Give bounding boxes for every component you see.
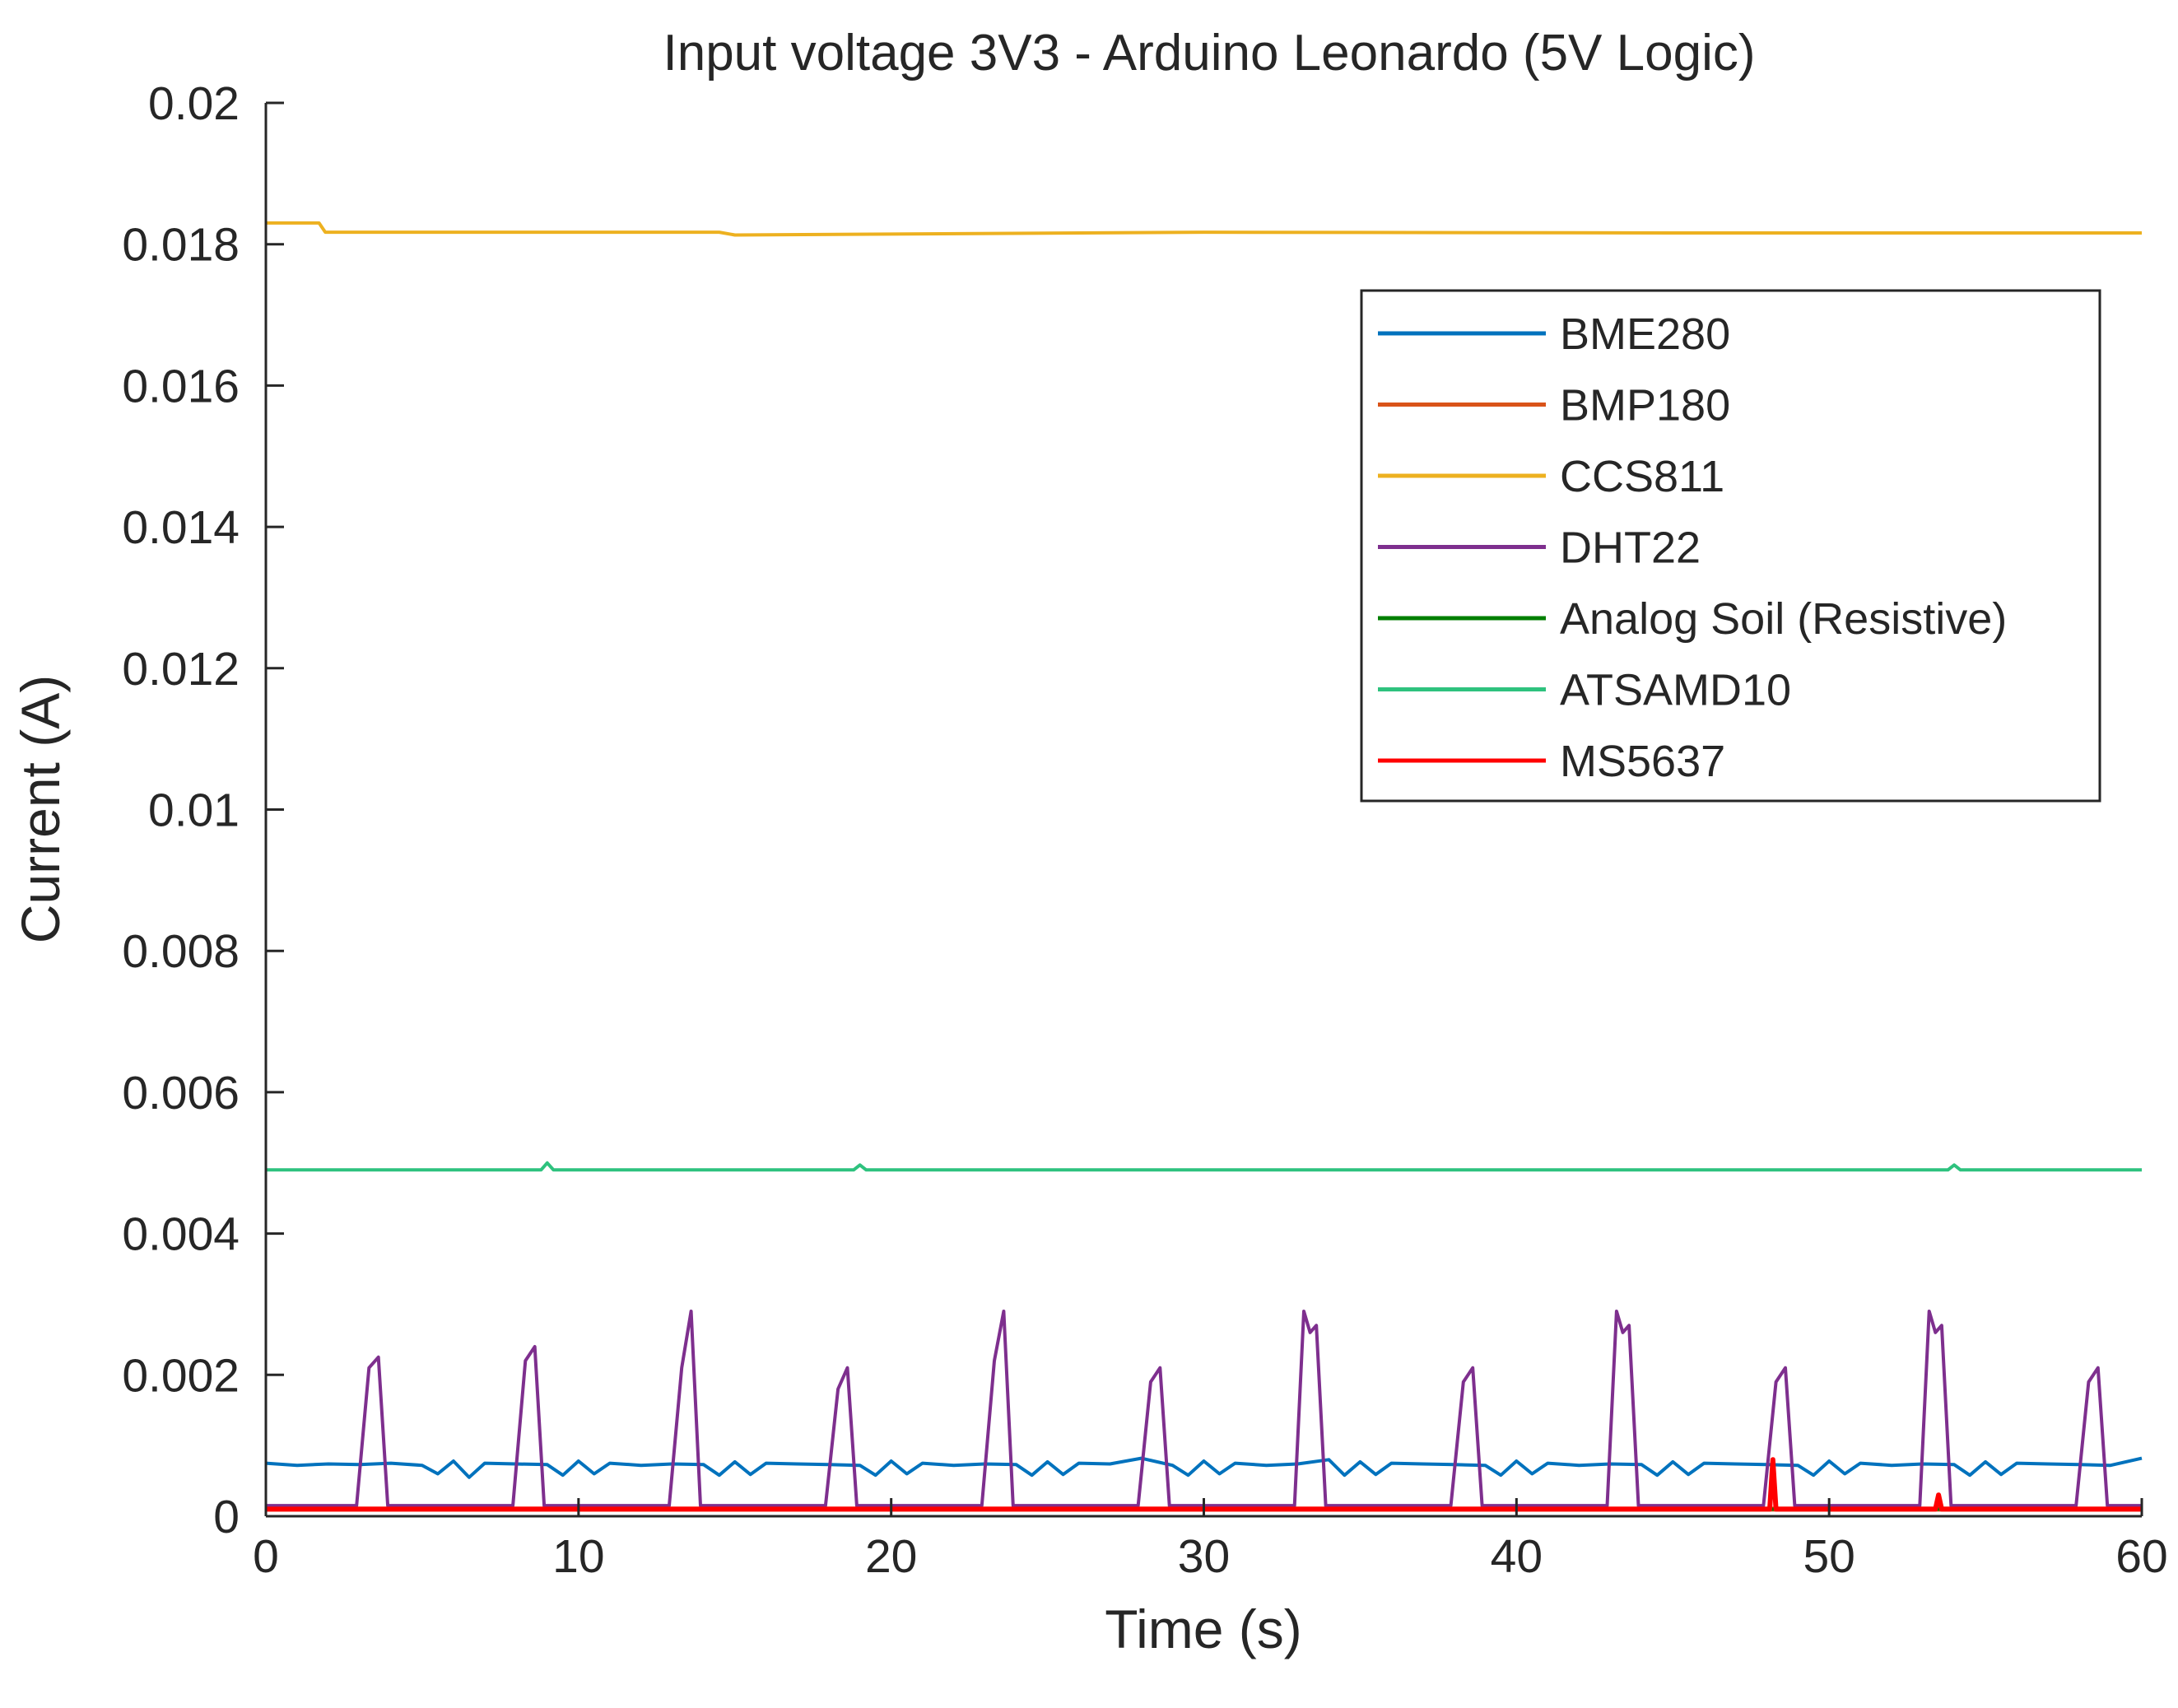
y-tick-label: 0.002	[122, 1349, 240, 1402]
x-axis-ticks: 0 10 20 30 40 50 60	[253, 1498, 2168, 1583]
legend-label: MS5637	[1560, 737, 1725, 786]
y-tick-label: 0.012	[122, 643, 240, 696]
x-tick-label: 30	[1178, 1530, 1230, 1583]
y-tick-label: 0.016	[122, 360, 240, 412]
y-tick-label: 0.008	[122, 925, 240, 978]
legend: BME280 BMP180 CCS811 DHT22 Analog Soil (Resi…	[1360, 289, 2101, 803]
y-tick-label: 0.004	[122, 1208, 240, 1261]
series-line-dht22	[266, 1310, 2142, 1508]
series-line-atsamd10	[266, 1161, 2142, 1172]
y-tick-label: 0.02	[148, 77, 240, 130]
y-tick-label: 0.006	[122, 1067, 240, 1119]
legend-label: CCS811	[1560, 452, 1724, 501]
x-tick-label: 0	[253, 1530, 279, 1583]
y-tick-label: 0.018	[122, 219, 240, 272]
x-tick-label: 40	[1491, 1530, 1543, 1583]
x-tick-label: 60	[2115, 1530, 2167, 1583]
x-tick-label: 20	[865, 1530, 917, 1583]
chart-title: Input voltage 3V3 - Arduino Leonardo (5V…	[663, 25, 1755, 81]
legend-label: DHT22	[1560, 524, 1701, 573]
legend-label: BMP180	[1560, 381, 1730, 430]
legend-label: Analog Soil (Resistive)	[1560, 594, 2007, 644]
series-line-bme280	[265, 1456, 2143, 1479]
y-axis-ticks: 0 0.002 0.004 0.006 0.008 0.01 0.012 0.014 0.016…	[122, 77, 284, 1543]
y-tick-label: 0.014	[122, 501, 240, 554]
legend-label: BME280	[1560, 309, 1730, 359]
x-tick-label: 50	[1803, 1530, 1855, 1583]
x-tick-label: 10	[552, 1530, 604, 1583]
legend-label: ATSAMD10	[1560, 666, 1791, 715]
y-tick-label: 0.01	[148, 784, 240, 837]
y-tick-label: 0	[213, 1491, 240, 1543]
y-axis-label: Current (A)	[10, 675, 71, 943]
series-line-ms5637	[266, 1457, 2142, 1512]
x-axis-label: Time (s)	[1105, 1599, 1302, 1659]
series-line-ccs811	[266, 221, 2142, 237]
